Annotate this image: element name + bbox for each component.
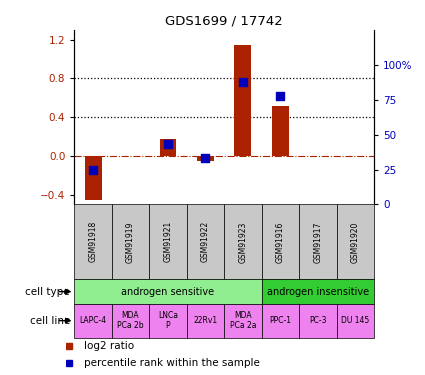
Bar [299, 304, 337, 338]
Bar [159, 138, 176, 156]
Text: GSM91917: GSM91917 [313, 221, 322, 262]
Text: LNCa
P: LNCa P [158, 311, 178, 330]
Text: PC-3: PC-3 [309, 316, 326, 325]
Text: GSM91916: GSM91916 [276, 221, 285, 262]
Bar [112, 304, 149, 338]
Bar [262, 304, 299, 338]
Bar [74, 279, 262, 304]
Text: GSM91920: GSM91920 [351, 221, 360, 262]
Bar [235, 45, 251, 156]
Text: GSM91922: GSM91922 [201, 221, 210, 262]
Text: GSM91923: GSM91923 [238, 221, 247, 262]
Bar [337, 304, 374, 338]
Text: cell type: cell type [26, 286, 70, 297]
Bar [299, 204, 337, 279]
Text: LAPC-4: LAPC-4 [79, 316, 107, 325]
Bar [337, 204, 374, 279]
Title: GDS1699 / 17742: GDS1699 / 17742 [165, 15, 283, 27]
Text: 22Rv1: 22Rv1 [193, 316, 218, 325]
Text: percentile rank within the sample: percentile rank within the sample [84, 358, 260, 368]
Text: androgen sensitive: androgen sensitive [122, 286, 215, 297]
Text: DU 145: DU 145 [341, 316, 369, 325]
Bar [197, 156, 214, 161]
Text: cell line: cell line [30, 316, 70, 326]
Bar [149, 304, 187, 338]
Point [277, 93, 284, 99]
Point [90, 166, 96, 172]
Bar [74, 204, 112, 279]
Text: androgen insensitive: androgen insensitive [267, 286, 369, 297]
Bar [85, 156, 102, 200]
Text: GSM91918: GSM91918 [88, 221, 98, 262]
Text: GSM91921: GSM91921 [164, 221, 173, 262]
Text: MDA
PCa 2a: MDA PCa 2a [230, 311, 256, 330]
Point [164, 141, 171, 147]
Bar [112, 204, 149, 279]
Bar [224, 304, 262, 338]
Point [240, 79, 246, 85]
Text: MDA
PCa 2b: MDA PCa 2b [117, 311, 144, 330]
Text: GSM91919: GSM91919 [126, 221, 135, 262]
Bar [224, 204, 262, 279]
Bar [262, 279, 374, 304]
Bar [187, 304, 224, 338]
Text: PPC-1: PPC-1 [269, 316, 292, 325]
Bar [272, 106, 289, 156]
Bar [149, 204, 187, 279]
Bar [74, 304, 112, 338]
Bar [262, 204, 299, 279]
Point [202, 155, 209, 161]
Text: log2 ratio: log2 ratio [84, 341, 134, 351]
Bar [187, 204, 224, 279]
